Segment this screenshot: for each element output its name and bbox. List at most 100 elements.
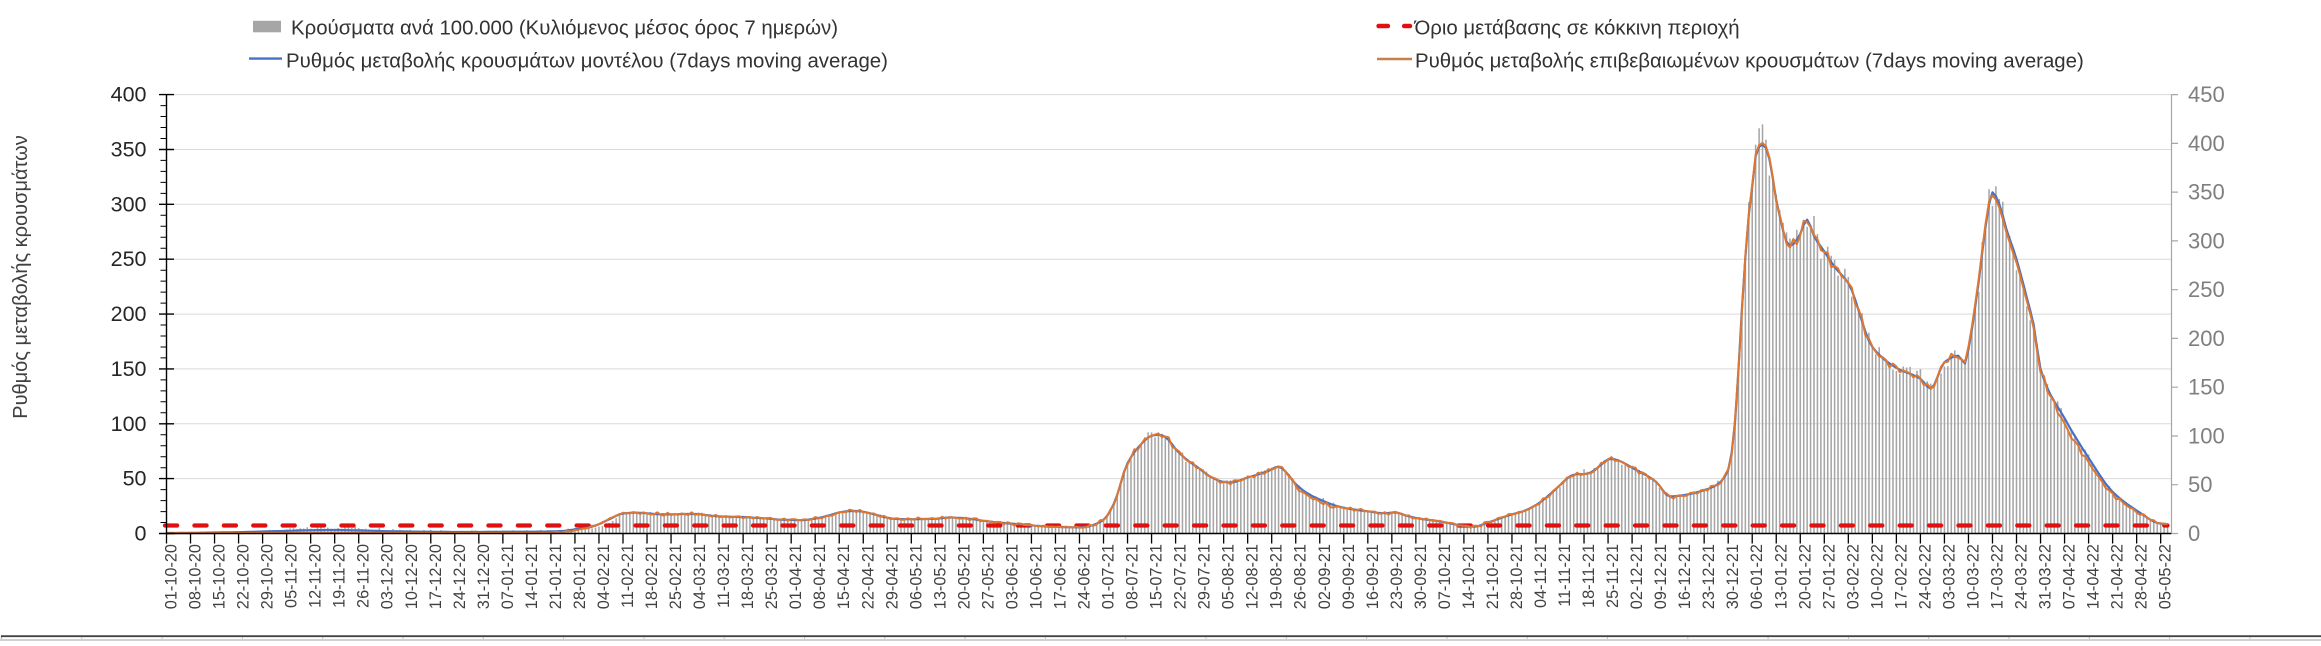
svg-text:03-06-21: 03-06-21 xyxy=(1003,544,1021,609)
svg-text:03-12-20: 03-12-20 xyxy=(379,544,397,609)
svg-text:12-08-21: 12-08-21 xyxy=(1244,544,1262,609)
svg-text:01-04-21: 01-04-21 xyxy=(787,544,805,609)
svg-text:03-02-22: 03-02-22 xyxy=(1844,544,1862,609)
svg-text:150: 150 xyxy=(2188,375,2225,400)
svg-text:10-06-21: 10-06-21 xyxy=(1027,544,1045,609)
svg-text:17-12-20: 17-12-20 xyxy=(427,544,445,609)
svg-text:22-10-20: 22-10-20 xyxy=(235,544,253,609)
svg-text:01-07-21: 01-07-21 xyxy=(1100,544,1118,609)
svg-text:Ρυθμός μεταβολής επιβεβαιωμένω: Ρυθμός μεταβολής επιβεβαιωμένων κρουσμάτ… xyxy=(1415,50,2084,72)
svg-text:05-11-20: 05-11-20 xyxy=(283,544,301,608)
svg-text:20-05-21: 20-05-21 xyxy=(955,544,973,609)
svg-text:23-12-21: 23-12-21 xyxy=(1700,544,1718,609)
svg-text:20-01-22: 20-01-22 xyxy=(1796,544,1814,609)
svg-text:50: 50 xyxy=(123,467,147,491)
svg-text:02-12-21: 02-12-21 xyxy=(1628,544,1646,609)
svg-text:28-01-21: 28-01-21 xyxy=(571,544,589,609)
svg-text:18-02-21: 18-02-21 xyxy=(643,544,661,609)
svg-text:0: 0 xyxy=(2188,521,2200,546)
svg-text:350: 350 xyxy=(2188,180,2225,205)
svg-text:400: 400 xyxy=(2188,131,2225,156)
svg-text:15-07-21: 15-07-21 xyxy=(1148,544,1166,609)
svg-text:15-04-21: 15-04-21 xyxy=(835,544,853,609)
svg-text:26-11-20: 26-11-20 xyxy=(355,544,373,608)
svg-text:29-04-21: 29-04-21 xyxy=(883,544,901,609)
svg-text:09-12-21: 09-12-21 xyxy=(1652,544,1670,609)
svg-text:11-11-21: 11-11-21 xyxy=(1556,544,1574,607)
svg-text:11-03-21: 11-03-21 xyxy=(715,544,733,608)
svg-text:22-04-21: 22-04-21 xyxy=(859,544,877,609)
svg-text:21-10-21: 21-10-21 xyxy=(1484,544,1502,609)
svg-text:18-03-21: 18-03-21 xyxy=(739,544,757,609)
svg-text:28-10-21: 28-10-21 xyxy=(1508,544,1526,609)
svg-text:22-07-21: 22-07-21 xyxy=(1172,544,1190,609)
svg-text:21-04-22: 21-04-22 xyxy=(2109,544,2127,609)
svg-text:18-11-21: 18-11-21 xyxy=(1580,544,1598,608)
svg-text:16-12-21: 16-12-21 xyxy=(1676,544,1694,609)
svg-text:31-12-20: 31-12-20 xyxy=(475,544,493,609)
svg-text:01-10-20: 01-10-20 xyxy=(163,544,181,609)
svg-text:12-11-20: 12-11-20 xyxy=(307,544,325,608)
svg-text:29-07-21: 29-07-21 xyxy=(1196,544,1214,609)
svg-text:250: 250 xyxy=(2188,277,2225,302)
svg-text:17-06-21: 17-06-21 xyxy=(1051,544,1069,609)
svg-text:0: 0 xyxy=(135,522,147,546)
svg-text:21-01-21: 21-01-21 xyxy=(547,544,565,609)
svg-text:Κρούσματα ανά 100.000 (Κυλιόμε: Κρούσματα ανά 100.000 (Κυλιόμενος μέσος … xyxy=(291,17,838,39)
svg-text:06-05-21: 06-05-21 xyxy=(907,544,925,609)
svg-text:04-02-21: 04-02-21 xyxy=(595,544,613,609)
svg-text:23-09-21: 23-09-21 xyxy=(1388,544,1406,609)
svg-text:14-10-21: 14-10-21 xyxy=(1460,544,1478,609)
svg-text:150: 150 xyxy=(111,357,147,381)
svg-text:25-03-21: 25-03-21 xyxy=(763,544,781,609)
svg-text:30-12-21: 30-12-21 xyxy=(1724,544,1742,609)
svg-text:06-01-22: 06-01-22 xyxy=(1748,544,1766,609)
svg-text:14-04-22: 14-04-22 xyxy=(2085,544,2103,609)
svg-text:350: 350 xyxy=(111,138,147,162)
svg-text:50: 50 xyxy=(2188,472,2212,497)
svg-text:13-01-22: 13-01-22 xyxy=(1772,544,1790,609)
svg-text:200: 200 xyxy=(111,302,147,326)
svg-text:24-12-20: 24-12-20 xyxy=(451,544,469,609)
svg-text:Ρυθμός μεταβολής κρουσμάτων μο: Ρυθμός μεταβολής κρουσμάτων μοντέλου (7d… xyxy=(286,50,888,72)
svg-text:400: 400 xyxy=(111,83,147,107)
svg-text:25-02-21: 25-02-21 xyxy=(667,544,685,609)
svg-text:14-01-21: 14-01-21 xyxy=(523,544,541,609)
svg-text:05-05-22: 05-05-22 xyxy=(2157,544,2175,609)
svg-text:17-03-22: 17-03-22 xyxy=(1988,544,2006,609)
svg-text:07-04-22: 07-04-22 xyxy=(2061,544,2079,609)
svg-text:08-10-20: 08-10-20 xyxy=(187,544,205,609)
svg-text:26-08-21: 26-08-21 xyxy=(1292,544,1310,609)
svg-text:13-05-21: 13-05-21 xyxy=(931,544,949,609)
svg-text:100: 100 xyxy=(111,412,147,436)
svg-text:04-03-21: 04-03-21 xyxy=(691,544,709,609)
svg-text:100: 100 xyxy=(2188,424,2225,449)
svg-text:24-06-21: 24-06-21 xyxy=(1075,544,1093,609)
svg-text:31-03-22: 31-03-22 xyxy=(2037,544,2055,609)
svg-text:19-08-21: 19-08-21 xyxy=(1268,544,1286,609)
svg-text:04-11-21: 04-11-21 xyxy=(1532,544,1550,608)
svg-text:19-11-20: 19-11-20 xyxy=(331,544,349,608)
svg-text:29-10-20: 29-10-20 xyxy=(259,544,277,609)
svg-text:09-09-21: 09-09-21 xyxy=(1340,544,1358,609)
svg-text:300: 300 xyxy=(2188,228,2225,253)
svg-text:17-02-22: 17-02-22 xyxy=(1892,544,1910,609)
svg-text:200: 200 xyxy=(2188,326,2225,351)
svg-text:08-07-21: 08-07-21 xyxy=(1124,544,1142,609)
svg-text:Ρυθμός μεταβολής κρουσμάτων: Ρυθμός μεταβολής κρουσμάτων xyxy=(10,135,32,419)
svg-text:10-02-22: 10-02-22 xyxy=(1868,544,1886,609)
svg-text:07-10-21: 07-10-21 xyxy=(1436,544,1454,609)
svg-text:250: 250 xyxy=(111,247,147,271)
svg-text:05-08-21: 05-08-21 xyxy=(1220,544,1238,609)
svg-text:11-02-21: 11-02-21 xyxy=(619,544,637,608)
svg-text:25-11-21: 25-11-21 xyxy=(1604,544,1622,608)
svg-text:27-01-22: 27-01-22 xyxy=(1820,544,1838,609)
svg-text:Όριο μετάβασης σε κόκκινη περι: Όριο μετάβασης σε κόκκινη περιοχή xyxy=(1414,17,1740,39)
svg-text:27-05-21: 27-05-21 xyxy=(979,544,997,609)
svg-text:10-12-20: 10-12-20 xyxy=(403,544,421,609)
svg-text:28-04-22: 28-04-22 xyxy=(2133,544,2151,609)
svg-text:24-03-22: 24-03-22 xyxy=(2013,544,2031,609)
svg-text:15-10-20: 15-10-20 xyxy=(211,544,229,609)
svg-text:300: 300 xyxy=(111,192,147,216)
svg-text:30-09-21: 30-09-21 xyxy=(1412,544,1430,609)
